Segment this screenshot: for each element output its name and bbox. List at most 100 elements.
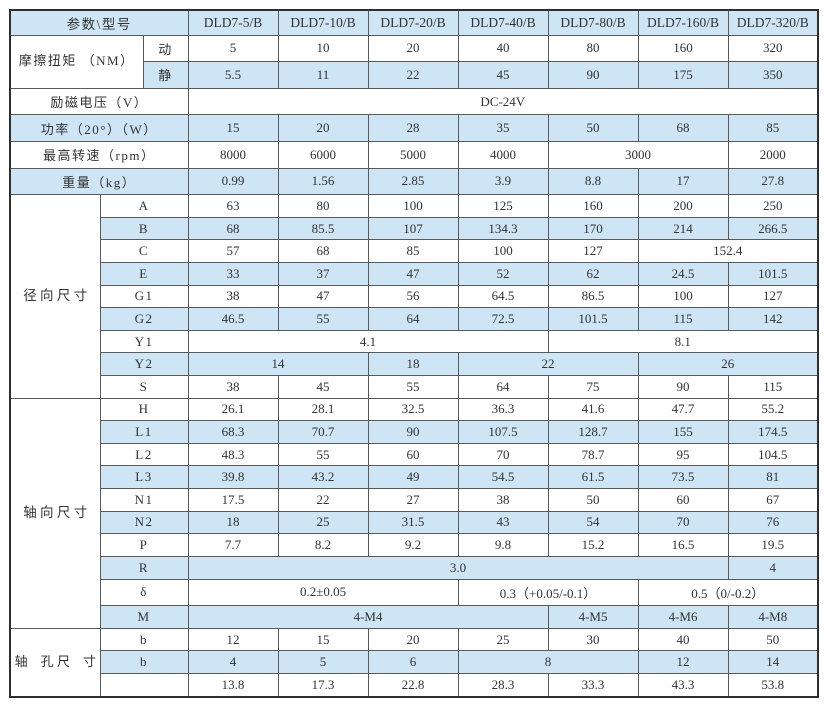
table-row: 13.8 17.3 22.8 28.3 33.3 43.3 53.8 [10,672,819,698]
section-label: 径 向 尺 寸 [9,194,101,399]
value-cell: 22 [457,352,639,377]
value-cell: 33 [187,261,279,286]
value-cell: 28 [367,114,459,142]
value-cell: 53.8 [727,672,819,698]
value-cell: 15 [277,627,369,652]
value-cell: 152.4 [637,239,819,263]
table-row: 轴 孔 尺 寸 b 12 15 20 25 30 40 50 [9,627,819,698]
value-cell: 57 [187,239,279,263]
value-cell: 8.8 [547,167,639,196]
value-cell: 78.7 [547,442,639,467]
value-cell: 38 [187,284,279,309]
value-cell: 101.5 [727,261,819,286]
value-cell: 5.5 [187,61,279,89]
value-cell: 73.5 [637,465,729,490]
value-cell: 100 [457,239,549,263]
value-cell: 8 [457,650,639,674]
value-cell: 3.0 [187,555,729,580]
value-cell: 134.3 [457,216,549,241]
value-cell: 7.7 [187,533,279,557]
value-cell: 90 [367,420,459,444]
value-cell: 160 [637,34,729,63]
value-cell: 30 [547,627,639,652]
value-cell: 49 [367,465,459,490]
value-cell: 0.3（+0.05/-0.1） [457,578,639,607]
value-cell: 90 [637,375,729,399]
table-row: 径 向 尺 寸 A 63 80 100 125 160 200 250 [9,194,819,399]
row-sublabel: L3 [99,465,189,490]
value-cell: 47 [277,284,369,309]
row-sublabel: H [99,397,189,422]
value-cell: 52 [457,261,549,286]
value-cell: 86.5 [547,284,639,309]
row-sublabel: 动 [142,34,189,63]
value-cell: 45 [277,375,369,399]
value-cell: 5 [187,34,279,63]
value-cell: 64.5 [457,284,549,309]
table-row: 功率（20°）（W） 15 20 28 35 50 68 85 [9,114,819,142]
value-cell: 55 [277,442,369,467]
table-row: N1 17.5 22 27 38 50 60 67 [10,488,819,512]
row-sublabel: B [99,216,189,241]
row-sublabel: L1 [99,420,189,444]
row-sublabel: A [99,194,189,218]
value-cell: 0.99 [187,167,279,196]
value-cell: 4-M5 [547,605,639,629]
table-row: B 68 85.5 107 134.3 170 214 266.5 [10,216,819,241]
table-row: P 7.7 8.2 9.2 9.8 15.2 16.5 19.5 [10,533,819,557]
value-cell: 63 [187,194,279,218]
value-cell: 85.5 [277,216,369,241]
table-row: L1 68.3 70.7 90 107.5 128.7 155 174.5 [10,420,819,444]
value-cell: 20 [277,114,369,142]
value-cell: 67 [727,488,819,512]
table-row: Y2 14 18 22 26 [10,352,819,377]
value-cell: 19.5 [727,533,819,557]
value-cell: 38 [187,375,279,399]
row-sublabel: N1 [99,488,189,512]
value-cell: 45 [457,61,549,89]
value-cell: 127 [547,239,639,263]
value-cell: 25 [457,627,549,652]
value-cell: 56 [367,284,459,309]
value-cell: 68.3 [187,420,279,444]
table-row: G2 46.5 55 64 72.5 101.5 115 142 [10,307,819,331]
value-cell: 27 [367,488,459,512]
row-sublabel: R [99,555,189,580]
value-cell: 75 [547,375,639,399]
value-cell: 128.7 [547,420,639,444]
value-cell: 8.1 [547,329,819,354]
value-cell: 175 [637,61,729,89]
table-row: Y1 4.1 8.1 [10,329,819,354]
value-cell: 80 [547,34,639,63]
value-cell: 28.1 [277,397,369,422]
value-cell: 22 [367,61,459,89]
row-sublabel: G1 [99,284,189,309]
value-cell: 4 [187,650,279,674]
value-cell: 46.5 [187,307,279,331]
value-cell: 8.2 [277,533,369,557]
value-cell: 55 [367,375,459,399]
value-cell: 4-M6 [637,605,729,629]
value-cell: 101.5 [547,307,639,331]
value-cell: 55 [277,307,369,331]
value-cell: 50 [547,488,639,512]
row-sublabel: E [99,261,189,286]
table-row: R 3.0 4 [10,555,819,580]
value-cell: 39.8 [187,465,279,490]
value-cell: 160 [547,194,639,218]
column-header: DLD7-40/B [457,9,549,36]
value-cell: 9.8 [457,533,549,557]
value-cell: 25 [277,510,369,535]
value-cell: 104.5 [727,442,819,467]
value-cell: 61.5 [547,465,639,490]
value-cell: 5000 [367,140,459,169]
value-cell: 107 [367,216,459,241]
row-label: 重量（kg） [9,167,189,196]
value-cell: 28.3 [457,672,549,698]
value-cell: 4.1 [187,329,549,354]
value-cell: 60 [367,442,459,467]
value-cell: 22 [277,488,369,512]
value-cell: 50 [727,627,819,652]
value-cell: 9.2 [367,533,459,557]
column-header: DLD7-160/B [637,9,729,36]
